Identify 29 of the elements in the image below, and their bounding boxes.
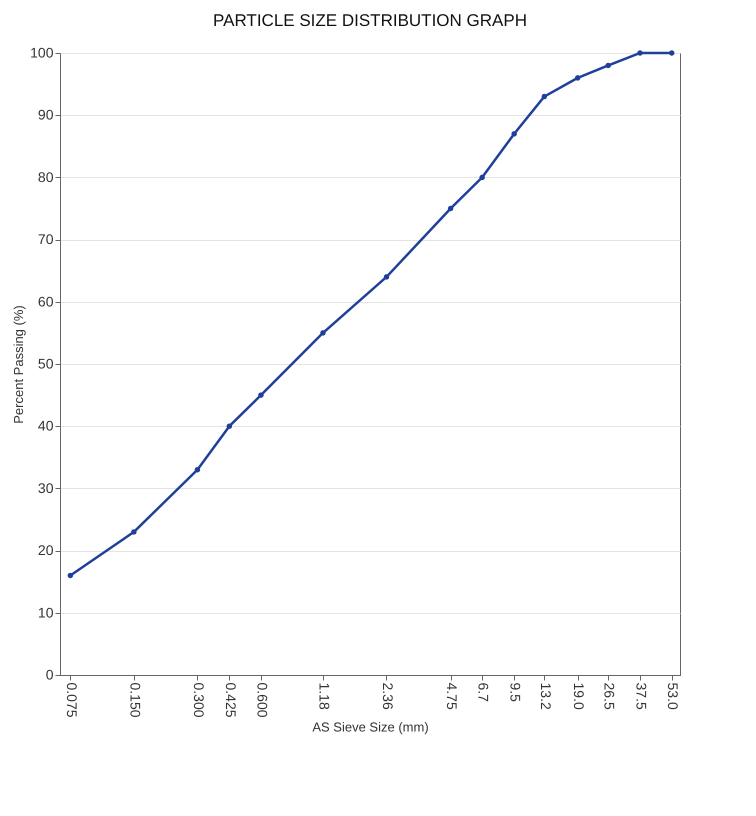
- x-tick-label: 4.75: [444, 682, 460, 710]
- x-tick-label: 2.36: [380, 682, 396, 710]
- y-tick-label: 0: [46, 666, 54, 682]
- x-tick-label: 0.300: [190, 682, 207, 718]
- x-tick-label: 0.425: [222, 682, 239, 718]
- x-tick-label: 19.0: [571, 682, 588, 710]
- y-tick-label: 20: [38, 542, 54, 558]
- x-axis-title: AS Sieve Size (mm): [312, 720, 429, 735]
- x-tick-label: 26.5: [602, 682, 618, 710]
- y-tick-label: 60: [38, 293, 54, 310]
- y-tick-label: 50: [38, 356, 54, 372]
- x-tick-label: 1.18: [316, 682, 332, 710]
- x-tick-label: 6.7: [476, 682, 492, 702]
- y-tick-label: 90: [38, 106, 54, 123]
- y-tick-label: 80: [38, 168, 54, 185]
- y-tick-label: 30: [38, 480, 54, 496]
- chart-title: PARTICLE SIZE DISTRIBUTION GRAPH: [213, 11, 527, 30]
- x-tick-label: 37.5: [634, 682, 650, 710]
- x-tick-label: 9.5: [508, 682, 524, 702]
- x-tick-label: 0.075: [64, 682, 80, 718]
- y-tick-label: 70: [38, 231, 54, 248]
- y-axis-title: Percent Passing (%): [11, 305, 26, 424]
- y-tick-label: 10: [38, 604, 54, 620]
- x-tick-label: 0.150: [127, 682, 144, 718]
- y-tick-label: 100: [30, 44, 54, 60]
- x-tick-label: 53.0: [665, 682, 682, 710]
- x-tick-label: 0.600: [254, 682, 270, 718]
- y-tick-label: 40: [38, 418, 54, 434]
- x-tick-label: 13.2: [538, 682, 554, 710]
